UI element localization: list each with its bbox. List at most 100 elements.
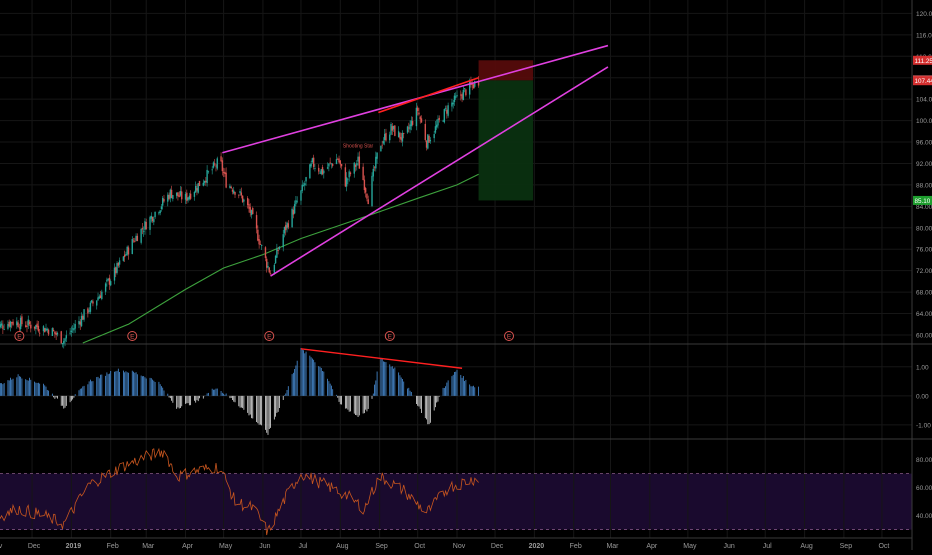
candle-body bbox=[25, 325, 26, 327]
candle-body bbox=[408, 127, 409, 128]
x-tick-label: Oct bbox=[878, 543, 889, 550]
osc-tick-label: 1.00 bbox=[916, 364, 929, 371]
candle-body bbox=[439, 118, 440, 120]
candle-body bbox=[53, 330, 54, 331]
candle-body bbox=[296, 201, 297, 202]
stop-zone[interactable] bbox=[479, 60, 534, 80]
candle-body bbox=[270, 273, 271, 274]
candle-body bbox=[100, 295, 101, 298]
candle-body bbox=[44, 328, 45, 332]
x-tick-label: Sep bbox=[840, 543, 853, 550]
candle-body bbox=[452, 102, 453, 104]
candle-body bbox=[321, 169, 322, 174]
candle-body bbox=[322, 167, 323, 174]
x-tick-label: Feb bbox=[570, 543, 582, 550]
x-tick-label: 2020 bbox=[529, 543, 545, 550]
candle-body bbox=[267, 266, 268, 268]
candle-body bbox=[198, 183, 199, 193]
candle-body bbox=[381, 145, 382, 146]
candle-body bbox=[124, 255, 125, 257]
candle-body bbox=[232, 190, 233, 192]
candle-body bbox=[39, 333, 40, 334]
candle-body bbox=[435, 126, 436, 132]
candle-body bbox=[3, 329, 4, 330]
candle-body bbox=[135, 236, 136, 241]
candle-body bbox=[88, 310, 89, 311]
candle-body bbox=[350, 173, 351, 175]
candle-body bbox=[447, 105, 448, 116]
candle-body bbox=[288, 223, 289, 227]
candle-body bbox=[214, 163, 215, 164]
candle-body bbox=[373, 169, 374, 177]
candle-body bbox=[74, 324, 75, 329]
x-tick-label: Apr bbox=[646, 543, 658, 550]
candle-body bbox=[158, 212, 159, 213]
x-tick-label: Jul bbox=[298, 543, 307, 550]
candle-body bbox=[302, 185, 303, 191]
y-tick-label: 64.00 bbox=[916, 311, 932, 318]
candle-body bbox=[251, 210, 252, 215]
candle-body bbox=[402, 133, 403, 142]
candle-body bbox=[126, 247, 127, 255]
candle-body bbox=[208, 171, 209, 172]
candle-body bbox=[189, 196, 190, 200]
candle-body bbox=[283, 234, 284, 247]
rsi-band bbox=[0, 474, 912, 530]
candle-body bbox=[47, 329, 48, 330]
candle-body bbox=[83, 309, 84, 319]
candle-body bbox=[92, 301, 93, 303]
rsi-tick-label: 60.00 bbox=[916, 485, 932, 492]
candle-body bbox=[456, 95, 457, 96]
target-zone[interactable] bbox=[479, 80, 534, 200]
candle-body bbox=[99, 296, 100, 298]
candle-body bbox=[82, 316, 83, 320]
candle-body bbox=[64, 338, 65, 341]
candle-body bbox=[57, 333, 58, 335]
candle-body bbox=[293, 210, 294, 215]
candle-body bbox=[380, 146, 381, 151]
candle-body bbox=[426, 141, 427, 148]
x-tick-label: Mar bbox=[606, 543, 619, 550]
candle-body bbox=[143, 231, 144, 232]
candle-body bbox=[170, 190, 171, 199]
candle-body bbox=[242, 196, 243, 203]
candle-body bbox=[464, 88, 465, 89]
candle-body bbox=[172, 195, 173, 199]
candle-body bbox=[118, 263, 119, 266]
candle-body bbox=[446, 110, 447, 114]
candle-body bbox=[256, 215, 257, 228]
y-tick-label: 60.00 bbox=[916, 332, 932, 339]
candle-body bbox=[196, 188, 197, 190]
candle-body bbox=[101, 292, 102, 299]
candle-body bbox=[116, 263, 117, 273]
candle-body bbox=[162, 198, 163, 206]
candle-body bbox=[223, 172, 224, 173]
candle-body bbox=[66, 335, 67, 338]
candle-body bbox=[465, 89, 466, 95]
candle-body bbox=[338, 158, 339, 162]
candle-body bbox=[52, 328, 53, 336]
candle-body bbox=[17, 322, 18, 327]
candle-body bbox=[119, 260, 120, 264]
candle-body bbox=[389, 135, 390, 141]
candle-body bbox=[154, 212, 155, 217]
candle-body bbox=[454, 96, 455, 102]
osc-tick-label: 0.00 bbox=[916, 393, 929, 400]
candle-body bbox=[359, 157, 360, 169]
candle-body bbox=[206, 170, 207, 183]
x-tick-label: Nov bbox=[453, 543, 466, 550]
candle-body bbox=[286, 223, 287, 229]
candle-body bbox=[436, 125, 437, 128]
candle-body bbox=[217, 158, 218, 168]
candle-body bbox=[233, 191, 234, 194]
candle-body bbox=[96, 301, 97, 306]
x-tick-label: Dec bbox=[491, 543, 504, 550]
candle-body bbox=[187, 197, 188, 200]
candle-body bbox=[279, 247, 280, 249]
candle-body bbox=[125, 254, 126, 255]
candle-body bbox=[393, 126, 394, 129]
candle-body bbox=[409, 124, 410, 129]
y-tick-label: 76.00 bbox=[916, 247, 932, 254]
